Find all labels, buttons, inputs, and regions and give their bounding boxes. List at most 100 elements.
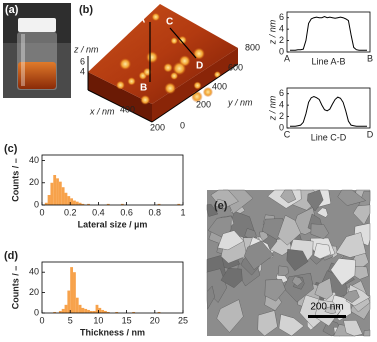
- axis-label: x / nm: [89, 106, 115, 116]
- sem-flake: [342, 289, 360, 303]
- sem-flake: [206, 204, 219, 217]
- bar: [81, 307, 85, 313]
- bar: [92, 310, 96, 313]
- afm-grain: [170, 71, 179, 80]
- bar: [56, 178, 59, 205]
- plot-frame: [286, 87, 371, 129]
- y-tick-label: 4: [279, 100, 284, 110]
- bar: [44, 202, 48, 205]
- bar: [120, 203, 124, 205]
- y-tick-label: 6: [279, 88, 284, 98]
- bar: [84, 308, 88, 313]
- afm-grain: [164, 82, 176, 95]
- x-tick-label: 10: [93, 315, 103, 325]
- sem-flake: [316, 207, 329, 218]
- sem-flake: [280, 189, 297, 204]
- afm-grain: [170, 37, 178, 45]
- tick-label: 0: [180, 120, 185, 130]
- bar: [98, 307, 102, 313]
- afm-grain: [119, 58, 132, 70]
- sem-flake: [335, 232, 367, 258]
- y-tick-label: 20: [29, 287, 39, 297]
- sem-flake: [313, 243, 331, 260]
- bar: [104, 310, 107, 313]
- sem-flake: [220, 268, 243, 289]
- bar: [78, 202, 82, 205]
- profile-line: [290, 96, 367, 127]
- y-tick-label: 0: [34, 307, 39, 317]
- sem-flake: [310, 223, 330, 240]
- panel-label: (a): [5, 4, 19, 16]
- sem-flake: [324, 306, 336, 314]
- sem-flake: [206, 285, 215, 310]
- tick-label: 600: [228, 62, 243, 72]
- bar: [75, 297, 79, 313]
- bar: [50, 182, 54, 205]
- y-tick-label: 20: [29, 177, 39, 187]
- x-tick-label: 0.6: [120, 207, 133, 217]
- end-label: B: [367, 53, 373, 63]
- y-tick-label: 0: [279, 122, 284, 132]
- y-tick-label: 0: [34, 199, 39, 209]
- bar: [157, 203, 161, 205]
- x-tick-label: 0: [39, 315, 44, 325]
- plot-frame: [41, 261, 184, 314]
- panel-label: (b): [79, 4, 93, 16]
- x-tick-label: 0.2: [64, 207, 77, 217]
- afm-grain: [213, 71, 221, 79]
- photo: [3, 3, 71, 98]
- start-label: C: [284, 129, 291, 139]
- afm-grain: [116, 80, 125, 90]
- x-axis-label: Lateral size / µm: [78, 219, 148, 229]
- sem-flake: [216, 299, 244, 333]
- sem-image: [206, 189, 371, 337]
- x-tick-label: 0.4: [92, 207, 105, 217]
- bar: [67, 290, 71, 313]
- afm-grain: [146, 51, 159, 64]
- sem-flake: [278, 314, 305, 337]
- end-label: D: [367, 129, 374, 139]
- sem-flake: [257, 310, 278, 337]
- sem-flake: [217, 230, 244, 251]
- sem-flake: [337, 189, 367, 206]
- bar: [101, 309, 105, 313]
- y-axis-label: z / nm: [267, 95, 277, 121]
- tick-label: 400: [120, 104, 135, 114]
- panel-label: (d): [4, 250, 18, 262]
- bar: [70, 198, 74, 205]
- scale-bar: [308, 315, 346, 318]
- bar: [53, 311, 57, 313]
- bar: [87, 309, 90, 313]
- bar: [53, 175, 57, 205]
- afm-grain: [172, 61, 187, 76]
- point-label: B: [140, 83, 147, 94]
- y-tick-label: 6: [279, 12, 284, 22]
- afm-grain: [193, 47, 205, 60]
- tick-label: 400: [212, 81, 227, 91]
- bar: [61, 187, 65, 205]
- y-tick-label: 2: [279, 35, 284, 45]
- sem-flake: [352, 204, 371, 225]
- sem-flake: [213, 198, 225, 208]
- plot-frame: [286, 11, 371, 53]
- y-tick-label: 4: [279, 24, 284, 34]
- bar: [67, 196, 71, 205]
- bar: [61, 308, 65, 313]
- point-label: C: [166, 17, 173, 28]
- afm-image: [87, 4, 239, 123]
- bar: [132, 311, 136, 313]
- afm-grain: [202, 86, 213, 98]
- sem-flake: [363, 329, 371, 337]
- afm-grain: [140, 95, 151, 105]
- x-tick-label: 5: [68, 315, 73, 325]
- sem-flake: [330, 258, 356, 286]
- afm-grain: [127, 77, 136, 86]
- x-tick-label: 1: [180, 207, 185, 217]
- panel-label: (e): [214, 200, 228, 212]
- sem-flake: [244, 240, 274, 270]
- bar: [115, 311, 119, 313]
- y-tick-label: 40: [29, 155, 39, 165]
- bar: [106, 311, 110, 313]
- tick-label: 6: [80, 56, 85, 66]
